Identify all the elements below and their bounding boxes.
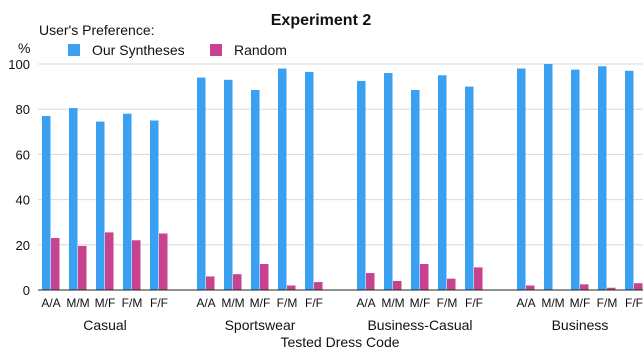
x-tick-label-casual-m-f: M/F xyxy=(95,296,116,310)
x-tick-label-business-casual-f-m: F/M xyxy=(437,296,458,310)
bar-business-m-m-our-syntheses xyxy=(544,64,553,290)
bar-casual-m-f-our-syntheses xyxy=(96,121,105,290)
x-tick-label-business-m-m: M/M xyxy=(541,296,564,310)
bar-business-f-m-our-syntheses xyxy=(598,66,607,290)
bar-sportswear-m-m-our-syntheses xyxy=(224,79,233,290)
x-axis-title: Tested Dress Code xyxy=(280,334,399,349)
x-tick-label-casual-f-f: F/F xyxy=(150,296,168,310)
y-tick-label-60: 60 xyxy=(16,147,30,162)
bar-casual-m-f-random xyxy=(105,232,114,290)
bar-business-f-f-random xyxy=(634,283,643,290)
bar-casual-f-f-random xyxy=(159,233,168,290)
bar-business-f-m-random xyxy=(607,287,616,290)
bar-sportswear-f-f-our-syntheses xyxy=(305,71,314,290)
x-tick-label-sportswear-f-m: F/M xyxy=(277,296,298,310)
x-tick-label-business-casual-m-m: M/M xyxy=(381,296,404,310)
bar-business-casual-f-f-random xyxy=(474,267,483,290)
bar-casual-a-a-our-syntheses xyxy=(42,115,51,290)
x-tick-label-business-a-a: A/A xyxy=(516,296,535,310)
bar-business-a-a-random xyxy=(526,285,535,290)
group-label-casual: Casual xyxy=(83,317,127,333)
gridlines xyxy=(38,63,643,246)
y-tick-label-100: 100 xyxy=(8,57,30,72)
y-tick-label-0: 0 xyxy=(23,283,30,298)
chart-title: Experiment 2 xyxy=(271,12,372,29)
bar-casual-f-m-our-syntheses xyxy=(123,113,132,290)
x-tick-label-casual-a-a: A/A xyxy=(41,296,60,310)
bar-business-m-f-our-syntheses xyxy=(571,69,580,291)
x-tick-label-business-f-m: F/M xyxy=(597,296,618,310)
bar-sportswear-m-m-random xyxy=(233,274,242,290)
bar-business-a-a-our-syntheses xyxy=(517,68,526,291)
bar-sportswear-f-m-our-syntheses xyxy=(278,68,287,291)
x-tick-label-sportswear-a-a: A/A xyxy=(196,296,215,310)
x-tick-label-business-casual-m-f: M/F xyxy=(410,296,431,310)
x-tick-label-casual-m-m: M/M xyxy=(66,296,89,310)
bars xyxy=(42,64,643,291)
legend-title: User's Preference: xyxy=(39,22,155,38)
bar-business-casual-a-a-our-syntheses xyxy=(357,80,366,290)
x-tick-label-business-casual-f-f: F/F xyxy=(465,296,483,310)
x-tick-label-business-casual-a-a: A/A xyxy=(356,296,375,310)
group-label-sportswear: Sportswear xyxy=(225,317,296,333)
group-label-business: Business xyxy=(552,317,609,333)
bar-business-casual-m-m-our-syntheses xyxy=(384,73,393,290)
bar-business-casual-m-m-random xyxy=(393,280,402,290)
y-tick-label-40: 40 xyxy=(16,193,30,208)
bar-business-casual-m-f-random xyxy=(420,264,429,290)
y-tick-label-80: 80 xyxy=(16,102,30,117)
x-tick-label-sportswear-m-f: M/F xyxy=(250,296,271,310)
bar-casual-a-a-random xyxy=(51,238,60,290)
legend-swatch-our-syntheses xyxy=(68,44,80,56)
bar-business-casual-f-f-our-syntheses xyxy=(465,86,474,290)
x-tick-label-business-f-f: F/F xyxy=(625,296,643,310)
y-axis-unit: % xyxy=(18,40,30,56)
bar-casual-m-m-random xyxy=(78,245,87,290)
bar-casual-f-f-our-syntheses xyxy=(150,120,159,290)
bar-sportswear-f-f-random xyxy=(314,282,323,290)
legend-label-our-syntheses: Our Syntheses xyxy=(92,42,185,58)
bar-sportswear-a-a-our-syntheses xyxy=(197,77,206,290)
legend-label-random: Random xyxy=(234,42,287,58)
bar-business-casual-f-m-our-syntheses xyxy=(438,75,447,290)
bar-business-m-f-random xyxy=(580,284,589,290)
bar-sportswear-m-f-our-syntheses xyxy=(251,89,260,291)
bar-sportswear-m-f-random xyxy=(260,264,269,290)
x-tick-label-business-m-f: M/F xyxy=(570,296,591,310)
x-tick-label-casual-f-m: F/M xyxy=(122,296,143,310)
bar-casual-f-m-random xyxy=(132,240,141,290)
bar-sportswear-a-a-random xyxy=(206,276,215,290)
bar-business-casual-a-a-random xyxy=(366,273,375,290)
bar-business-casual-f-m-random xyxy=(447,278,456,290)
bar-business-casual-m-f-our-syntheses xyxy=(411,89,420,291)
legend-swatch-random xyxy=(210,44,222,56)
x-tick-label-sportswear-m-m: M/M xyxy=(221,296,244,310)
bar-casual-m-m-our-syntheses xyxy=(69,108,78,290)
bar-business-f-f-our-syntheses xyxy=(625,70,634,290)
axes: 0 20 40 60 80 100 A/A M/M M/F F/M F/F Casual A/A M/M M… xyxy=(8,57,643,333)
bar-sportswear-f-m-random xyxy=(287,285,296,290)
x-tick-label-sportswear-f-f: F/F xyxy=(305,296,323,310)
group-label-business-casual: Business-Casual xyxy=(367,317,472,333)
y-tick-label-20: 20 xyxy=(16,238,30,253)
